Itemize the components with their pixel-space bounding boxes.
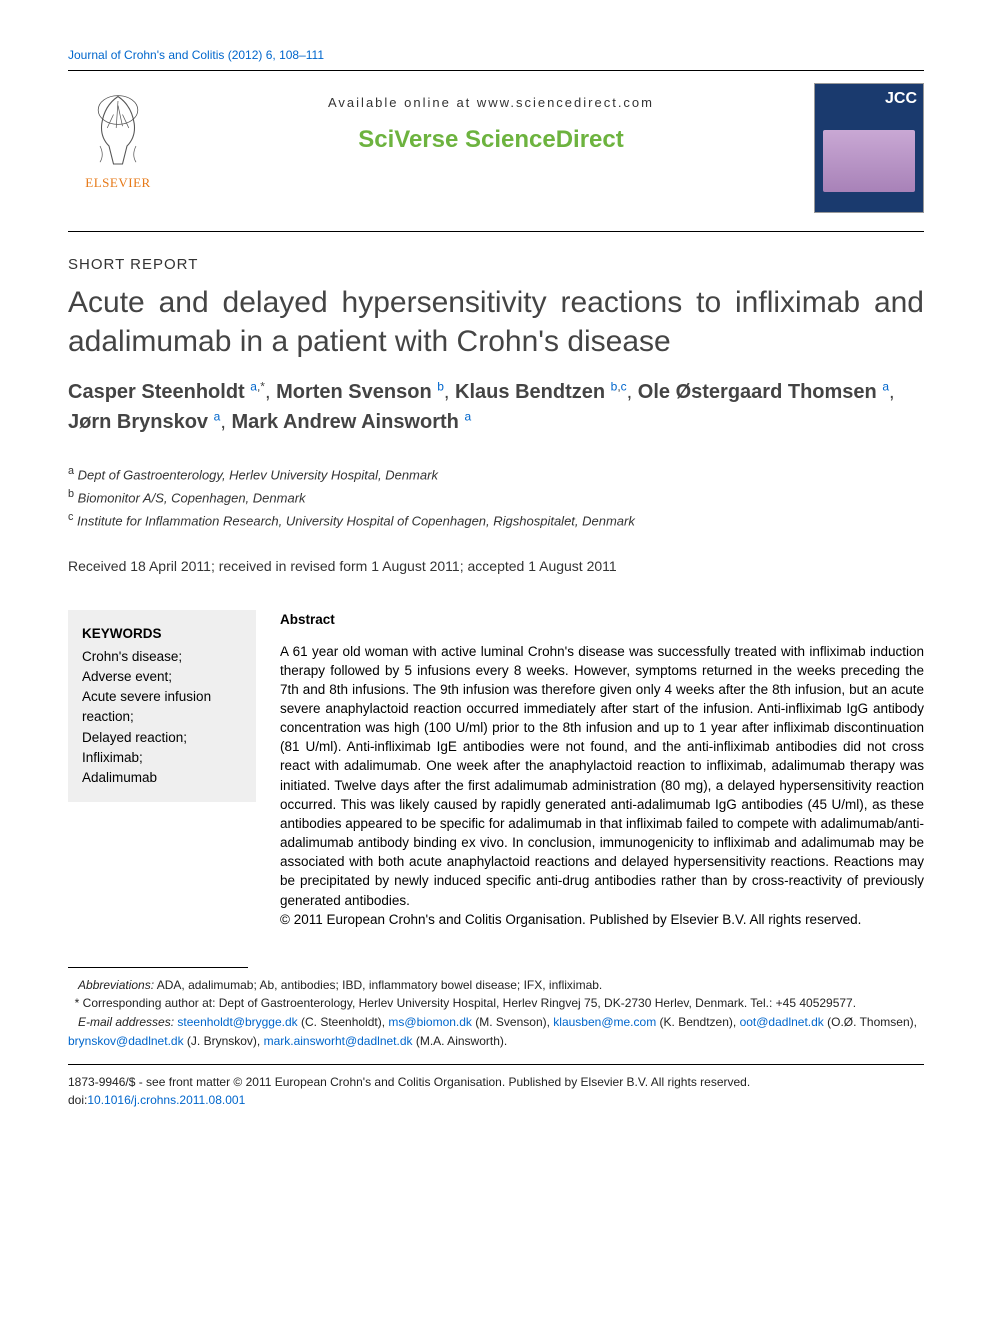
- author-link[interactable]: Ole Østergaard Thomsen: [638, 381, 877, 403]
- affiliation-a: Dept of Gastroenterology, Herlev Univers…: [78, 467, 438, 482]
- keyword-item: Crohn's disease;: [82, 647, 242, 667]
- journal-reference: Journal of Crohn's and Colitis (2012) 6,…: [68, 48, 924, 62]
- corresponding-author: * Corresponding author at: Dept of Gastr…: [68, 994, 924, 1013]
- keyword-item: Adverse event;: [82, 667, 242, 687]
- keywords-heading: KEYWORDS: [82, 624, 242, 644]
- elsevier-logo[interactable]: ELSEVIER: [68, 83, 168, 191]
- article-dates: Received 18 April 2011; received in revi…: [68, 558, 924, 574]
- keyword-item: Adalimumab: [82, 768, 242, 788]
- author-link[interactable]: Klaus Bendtzen: [455, 381, 605, 403]
- article-type: SHORT REPORT: [68, 256, 924, 273]
- issn-line: 1873-9946/$ - see front matter © 2011 Eu…: [68, 1073, 924, 1091]
- email-link[interactable]: mark.ainsworht@dadlnet.dk: [264, 1034, 413, 1048]
- keyword-item: Infliximab;: [82, 748, 242, 768]
- affiliation-c: Institute for Inflammation Research, Uni…: [77, 514, 635, 529]
- email-link[interactable]: oot@dadlnet.dk: [740, 1015, 824, 1029]
- top-rule: [68, 70, 924, 71]
- header-bottom-rule: [68, 231, 924, 232]
- email-link[interactable]: ms@biomon.dk: [388, 1015, 472, 1029]
- keyword-item: Acute severe infusion reaction;: [82, 687, 242, 728]
- abstract-column: Abstract A 61 year old woman with active…: [280, 610, 924, 929]
- abbreviations-text: ADA, adalimumab; Ab, antibodies; IBD, in…: [157, 978, 603, 992]
- email-link[interactable]: brynskov@dadlnet.dk: [68, 1034, 184, 1048]
- abbreviations-line: Abbreviations: ADA, adalimumab; Ab, anti…: [68, 976, 924, 995]
- email-link[interactable]: steenholdt@brygge.dk: [177, 1015, 297, 1029]
- author-link[interactable]: Jørn Brynskov: [68, 411, 208, 433]
- abstract-heading: Abstract: [280, 610, 924, 629]
- journal-cover-thumbnail[interactable]: JCC: [814, 83, 924, 213]
- available-online-text: Available online at www.sciencedirect.co…: [186, 95, 796, 110]
- abstract-body: A 61 year old woman with active luminal …: [280, 642, 924, 910]
- author-link[interactable]: Morten Svenson: [276, 381, 432, 403]
- keywords-box: KEYWORDS Crohn's disease;Adverse event;A…: [68, 610, 256, 802]
- sciverse-brand[interactable]: SciVerse ScienceDirect: [186, 126, 796, 154]
- abstract-copyright: © 2011 European Crohn's and Colitis Orga…: [280, 910, 924, 929]
- bottom-rule: [68, 1064, 924, 1065]
- author-link[interactable]: Mark Andrew Ainsworth: [231, 411, 458, 433]
- journal-cover-label: JCC: [885, 90, 917, 108]
- keyword-item: Delayed reaction;: [82, 728, 242, 748]
- journal-cover-image: [823, 130, 915, 192]
- email-addresses-line: E-mail addresses: steenholdt@brygge.dk (…: [68, 1013, 924, 1050]
- affiliations: a Dept of Gastroenterology, Herlev Unive…: [68, 463, 924, 532]
- elsevier-tree-icon: [73, 83, 163, 173]
- elsevier-wordmark: ELSEVIER: [85, 175, 150, 191]
- header-block: ELSEVIER Available online at www.science…: [68, 83, 924, 213]
- doi-line: doi:10.1016/j.crohns.2011.08.001: [68, 1091, 924, 1109]
- copyright-block: 1873-9946/$ - see front matter © 2011 Eu…: [68, 1073, 924, 1109]
- abbreviations-label: Abbreviations:: [78, 978, 154, 992]
- author-link[interactable]: Casper Steenholdt: [68, 381, 245, 403]
- footnotes: Abbreviations: ADA, adalimumab; Ab, anti…: [68, 976, 924, 1050]
- keywords-list: Crohn's disease;Adverse event;Acute seve…: [82, 647, 242, 789]
- footnote-rule: [68, 967, 248, 968]
- author-list: Casper Steenholdt a,*, Morten Svenson b,…: [68, 377, 924, 437]
- doi-link[interactable]: 10.1016/j.crohns.2011.08.001: [87, 1093, 245, 1107]
- affiliation-b: Biomonitor A/S, Copenhagen, Denmark: [78, 490, 306, 505]
- article-title: Acute and delayed hypersensitivity react…: [68, 283, 924, 361]
- email-link[interactable]: klausben@me.com: [553, 1015, 656, 1029]
